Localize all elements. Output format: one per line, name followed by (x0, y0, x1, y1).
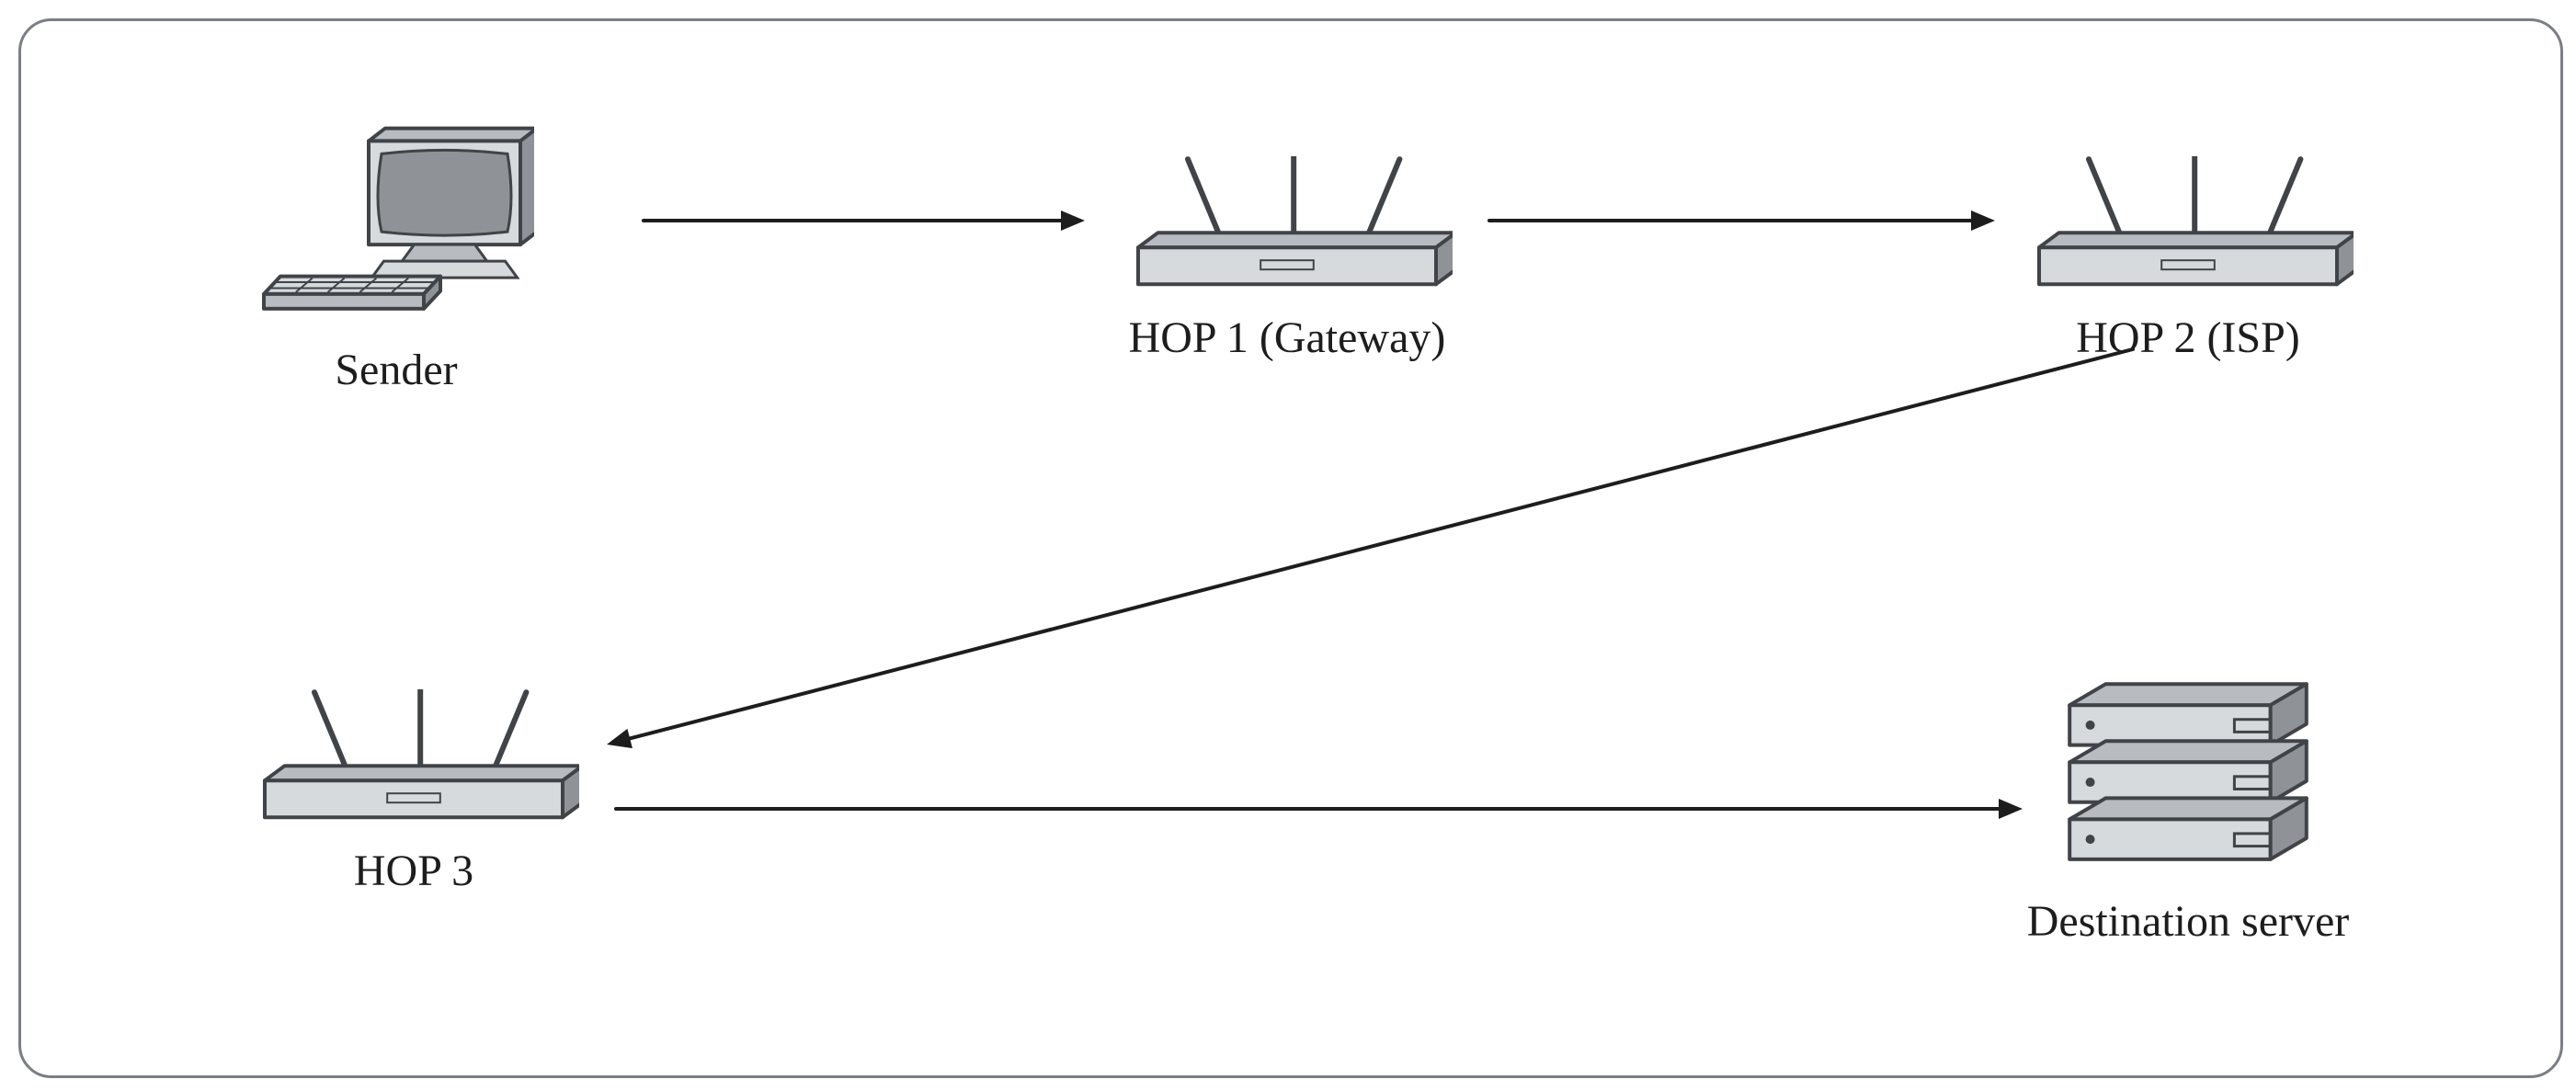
label-hop3: HOP 3 (175, 846, 653, 896)
node-hop1: HOP 1 (Gateway) (1048, 156, 1526, 363)
computer-icon (157, 124, 635, 335)
server-icon (1949, 676, 2427, 887)
label-destination: Destination server (1949, 896, 2427, 947)
node-hop3: HOP 3 (175, 689, 653, 896)
node-hop2: HOP 2 (ISP) (1949, 156, 2427, 363)
node-destination: Destination server (1949, 676, 2427, 947)
router-icon (1949, 156, 2427, 303)
label-hop1: HOP 1 (Gateway) (1048, 313, 1526, 363)
label-hop2: HOP 2 (ISP) (1949, 313, 2427, 363)
label-sender: Sender (157, 345, 635, 395)
diagram-frame: Sender HOP 1 (Gateway) HOP 2 (ISP) HOP 3… (0, 0, 2576, 1091)
node-sender: Sender (157, 124, 635, 395)
router-icon (1048, 156, 1526, 303)
router-icon (175, 689, 653, 836)
